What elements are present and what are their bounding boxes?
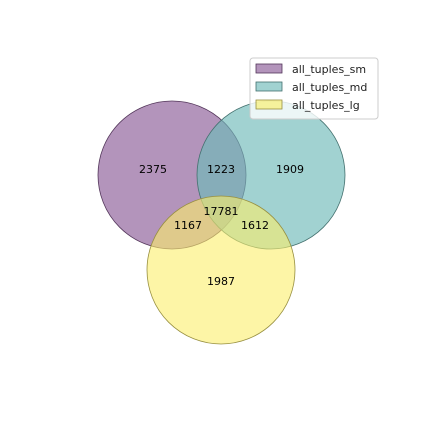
legend-swatch-all-tuples-sm bbox=[255, 63, 283, 74]
legend-item-all-tuples-lg: all_tuples_lg bbox=[255, 99, 360, 112]
legend-item-all-tuples-sm: all_tuples_sm bbox=[255, 63, 366, 76]
region-label-md-only: 1909 bbox=[276, 163, 304, 176]
region-label-md-lg: 1612 bbox=[241, 219, 269, 232]
region-label-all: 17781 bbox=[204, 205, 239, 218]
legend-swatch-all-tuples-lg bbox=[255, 99, 283, 110]
legend-label-all-tuples-lg: all_tuples_lg bbox=[292, 99, 360, 112]
legend-label-all-tuples-md: all_tuples_md bbox=[292, 81, 367, 94]
region-label-lg-only: 1987 bbox=[207, 275, 235, 288]
region-label-sm-only: 2375 bbox=[139, 163, 167, 176]
set-circles bbox=[97, 100, 346, 345]
region-labels: 2375 1909 1987 1223 1167 1612 17781 bbox=[139, 163, 304, 288]
region-label-sm-lg: 1167 bbox=[174, 219, 202, 232]
legend-item-all-tuples-md: all_tuples_md bbox=[255, 81, 367, 94]
circle-all-tuples-lg bbox=[146, 195, 296, 345]
region-label-sm-md: 1223 bbox=[207, 163, 235, 176]
legend-swatch-all-tuples-md bbox=[255, 81, 283, 92]
legend: all_tuples_sm all_tuples_md all_tuples_l… bbox=[249, 57, 379, 120]
legend-label-all-tuples-sm: all_tuples_sm bbox=[292, 63, 366, 76]
